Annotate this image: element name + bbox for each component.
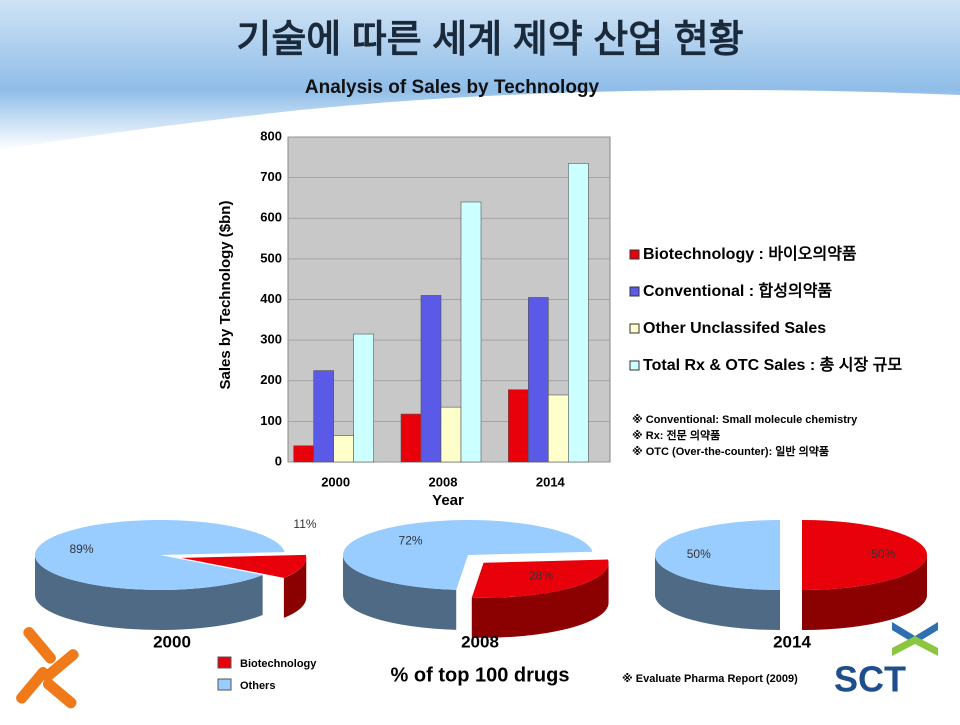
pie-label: 50% xyxy=(687,547,711,561)
pie-title: 2000 xyxy=(153,632,191,651)
pie-label: 28% xyxy=(529,569,553,583)
pie-caption: % of top 100 drugs xyxy=(391,664,570,686)
pie-slice xyxy=(471,559,609,598)
legend-swatch xyxy=(629,360,640,371)
pie-side xyxy=(802,555,927,630)
pie-slice xyxy=(35,519,285,590)
pie-label: 11% xyxy=(293,517,316,531)
y-tick-label: 200 xyxy=(260,372,282,387)
logo-shape xyxy=(42,678,77,709)
bar xyxy=(353,333,374,463)
logo-shape xyxy=(892,636,938,656)
logo-text: SCT xyxy=(834,659,906,700)
legend-label: Conventional : 합성의약품 xyxy=(643,281,832,300)
slide-title: 기술에 따른 세계 제약 산업 현황 xyxy=(236,19,743,61)
header-band xyxy=(0,0,960,150)
legend-label: Total Rx & OTC Sales : 총 시장 규모 xyxy=(643,356,902,374)
legend-label: Others xyxy=(240,680,275,692)
bar xyxy=(293,445,314,463)
legend-swatch xyxy=(629,286,640,297)
legend-label: Other Unclassifed Sales xyxy=(643,320,826,337)
pie-slice xyxy=(802,520,927,590)
pie-side xyxy=(34,555,263,631)
bar xyxy=(548,394,569,463)
y-tick-label: 100 xyxy=(260,413,282,428)
logo-shape xyxy=(16,666,49,704)
pie-side xyxy=(655,555,780,630)
bar xyxy=(568,163,589,463)
logo-shape xyxy=(41,649,79,682)
bar xyxy=(313,370,334,463)
x-tick-label: 2014 xyxy=(536,474,566,489)
logo-shape xyxy=(23,626,56,664)
logo-left xyxy=(16,626,79,709)
pie-title: 2014 xyxy=(773,632,811,651)
pie-slice xyxy=(655,520,780,590)
pie-slice xyxy=(343,520,593,590)
y-tick-label: 300 xyxy=(260,332,282,347)
legend-swatch xyxy=(629,249,640,260)
y-tick-label: 600 xyxy=(260,210,282,225)
pie-side xyxy=(343,555,457,630)
legend-swatch xyxy=(629,323,640,334)
bar xyxy=(333,435,354,463)
bar xyxy=(440,406,462,463)
bar xyxy=(460,201,482,463)
note: ※ Rx: 전문 의약품 xyxy=(632,428,720,442)
note: ※ OTC (Over-the-counter): 일반 의약품 xyxy=(632,444,829,458)
pie-label: 89% xyxy=(70,542,94,556)
source-note: ※ Evaluate Pharma Report (2009) xyxy=(622,673,798,685)
legend-swatch xyxy=(217,678,232,691)
y-tick-label: 700 xyxy=(260,169,282,184)
y-tick-label: 400 xyxy=(260,291,282,306)
legend-swatch xyxy=(217,656,232,669)
x-tick-label: 2000 xyxy=(321,474,350,489)
bar xyxy=(528,297,549,463)
legend-label: Biotechnology xyxy=(240,658,317,670)
y-tick-label: 500 xyxy=(260,250,282,265)
note: ※ Conventional: Small molecule chemistry xyxy=(632,414,858,426)
pie-label: 50% xyxy=(871,547,895,561)
pie-slice xyxy=(181,554,307,578)
pie-label: 72% xyxy=(399,534,423,548)
pie-side xyxy=(471,562,609,638)
pie-title: 2008 xyxy=(461,632,499,651)
x-axis-label: Year xyxy=(432,492,464,509)
y-tick-label: 0 xyxy=(275,453,282,468)
legend-label: Biotechnology : 바이오의약품 xyxy=(643,244,857,263)
bar xyxy=(508,389,529,463)
logo-right: SCT xyxy=(834,622,938,700)
bar xyxy=(420,295,442,463)
y-tick-label: 800 xyxy=(260,128,282,143)
y-axis-label: Sales by Technology ($bn) xyxy=(217,201,234,390)
pie-side xyxy=(283,557,307,618)
chart-title: Analysis of Sales by Technology xyxy=(305,77,600,98)
x-tick-label: 2008 xyxy=(429,474,458,489)
bar xyxy=(400,413,422,463)
